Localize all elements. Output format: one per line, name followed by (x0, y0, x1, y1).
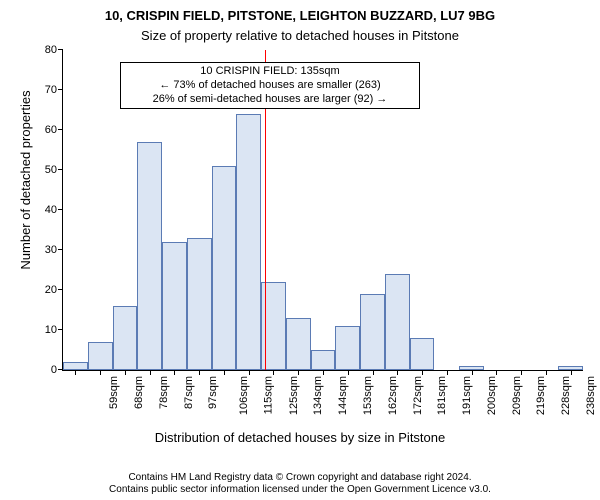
x-tick-label: 153sqm (362, 376, 374, 415)
credit-line-1: Contains HM Land Registry data © Crown c… (128, 472, 471, 483)
x-tick-mark (100, 370, 101, 375)
chart-container: 10, CRISPIN FIELD, PITSTONE, LEIGHTON BU… (0, 0, 600, 500)
histogram-bar (335, 326, 360, 370)
x-tick-mark (199, 370, 200, 375)
y-tick-label: 80 (45, 44, 63, 56)
x-tick-mark (323, 370, 324, 375)
histogram-bar (385, 274, 410, 370)
x-tick-mark (521, 370, 522, 375)
histogram-bar (113, 306, 138, 370)
x-tick-label: 125sqm (288, 376, 300, 415)
x-tick-label: 106sqm (238, 376, 250, 415)
credit-line-2: Contains public sector information licen… (109, 484, 491, 495)
x-tick-mark (174, 370, 175, 375)
x-tick-label: 219sqm (535, 376, 547, 415)
x-tick-label: 78sqm (158, 376, 170, 409)
x-tick-label: 238sqm (585, 376, 597, 415)
y-tick-label: 0 (51, 364, 63, 376)
annotation-line: 26% of semi-detached houses are larger (… (125, 93, 415, 107)
y-tick-label: 30 (45, 244, 63, 256)
x-tick-mark (496, 370, 497, 375)
y-axis-label: Number of detached properties (18, 50, 33, 310)
y-tick-mark (58, 209, 63, 210)
annotation-line: 10 CRISPIN FIELD: 135sqm (125, 65, 415, 79)
x-tick-mark (125, 370, 126, 375)
histogram-bar (286, 318, 311, 370)
histogram-bar (63, 362, 88, 370)
x-tick-mark (273, 370, 274, 375)
x-tick-label: 200sqm (486, 376, 498, 415)
x-tick-label: 134sqm (313, 376, 325, 415)
x-tick-mark (472, 370, 473, 375)
y-tick-mark (58, 49, 63, 50)
chart-title-subtitle: Size of property relative to detached ho… (0, 28, 600, 43)
x-tick-mark (422, 370, 423, 375)
x-axis-label: Distribution of detached houses by size … (0, 430, 600, 445)
y-tick-label: 70 (45, 84, 63, 96)
x-tick-label: 87sqm (183, 376, 195, 409)
histogram-bar (137, 142, 162, 370)
y-tick-mark (58, 169, 63, 170)
x-tick-mark (249, 370, 250, 375)
y-tick-label: 20 (45, 284, 63, 296)
x-tick-label: 191sqm (461, 376, 473, 415)
x-tick-label: 115sqm (262, 376, 274, 414)
credit-text: Contains HM Land Registry data © Crown c… (0, 472, 600, 496)
y-tick-mark (58, 129, 63, 130)
x-tick-label: 172sqm (412, 376, 424, 415)
x-tick-label: 162sqm (387, 376, 399, 415)
chart-title-address: 10, CRISPIN FIELD, PITSTONE, LEIGHTON BU… (0, 8, 600, 23)
histogram-bar (212, 166, 237, 370)
x-tick-mark (348, 370, 349, 375)
x-tick-mark (224, 370, 225, 375)
y-tick-mark (58, 89, 63, 90)
x-tick-mark (447, 370, 448, 375)
histogram-bar (88, 342, 113, 370)
histogram-bar (162, 242, 187, 370)
x-tick-label: 181sqm (436, 376, 448, 415)
y-tick-mark (58, 289, 63, 290)
x-tick-label: 59sqm (108, 376, 120, 409)
x-tick-label: 209sqm (511, 376, 523, 415)
x-tick-label: 68sqm (133, 376, 145, 409)
x-tick-mark (298, 370, 299, 375)
y-tick-label: 10 (45, 324, 63, 336)
histogram-bar (236, 114, 261, 370)
y-tick-mark (58, 329, 63, 330)
x-tick-label: 97sqm (207, 376, 219, 409)
x-tick-mark (75, 370, 76, 375)
x-tick-mark (397, 370, 398, 375)
x-tick-mark (150, 370, 151, 375)
y-tick-mark (58, 249, 63, 250)
x-tick-label: 228sqm (560, 376, 572, 415)
y-tick-label: 50 (45, 164, 63, 176)
histogram-bar (360, 294, 385, 370)
x-tick-mark (571, 370, 572, 375)
annotation-box: 10 CRISPIN FIELD: 135sqm← 73% of detache… (120, 62, 420, 109)
y-tick-label: 60 (45, 124, 63, 136)
histogram-bar (410, 338, 435, 370)
histogram-bar (187, 238, 212, 370)
y-tick-label: 40 (45, 204, 63, 216)
x-tick-label: 144sqm (337, 376, 349, 415)
annotation-line: ← 73% of detached houses are smaller (26… (125, 79, 415, 93)
histogram-bar (311, 350, 336, 370)
x-tick-mark (373, 370, 374, 375)
x-tick-mark (546, 370, 547, 375)
